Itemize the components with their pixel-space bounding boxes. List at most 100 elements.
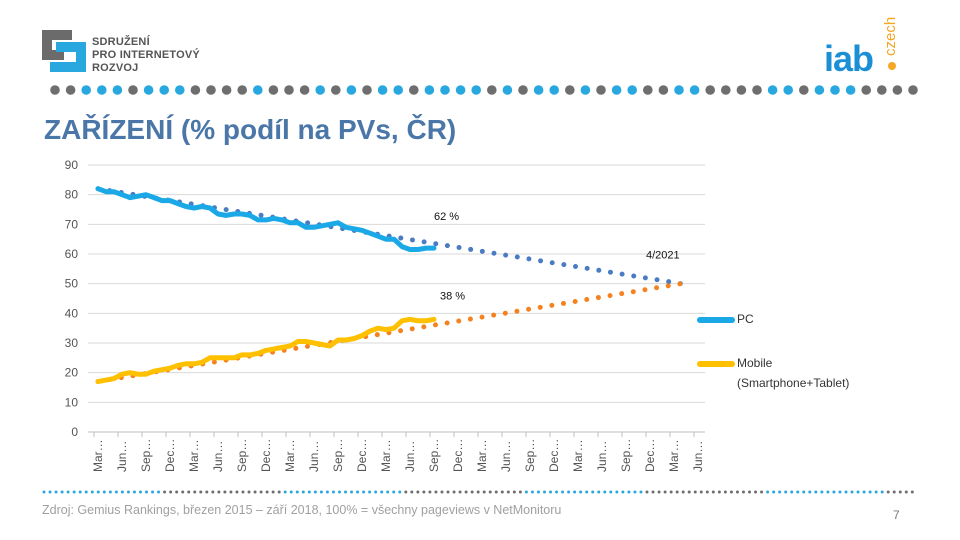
separator-dot [50,85,60,95]
x-tick-label: Sep… [235,439,249,472]
separator-dot [299,85,310,95]
separator-dot [699,490,703,494]
separator-dot [223,490,227,494]
y-tick-label: 50 [65,277,79,291]
separator-dot [393,85,404,95]
separator-dot [362,85,372,95]
separator-dot [681,490,685,494]
separator-dot [362,490,366,494]
separator-dot [555,490,559,494]
separator-dot [398,490,402,494]
separator-dot [814,85,825,95]
chart: 0 10 20 30 40 50 60 70 80 90 Mar… Jun… Sep… Dec… Mar… J… [65,158,705,472]
separator-dot [585,490,589,494]
top-dotted-separator [50,85,918,95]
x-tick-label: Jun… [115,441,129,472]
x-tick-label: Dec… [451,439,465,472]
separator-dot [206,85,216,95]
separator-dot [66,490,70,494]
separator-dot [235,490,239,494]
separator-dot [81,85,91,95]
org-logo-text: SDRUŽENÍ PRO INTERNETOVÝ ROZVOJ [92,36,200,75]
separator-dot [409,85,419,95]
legend-swatch-pc [697,317,735,323]
iab-logo-main: iab [824,38,874,79]
separator-dot [283,490,287,494]
separator-dot [464,490,468,494]
separator-dot [687,490,691,494]
separator-dot [868,490,872,494]
x-tick-label: Jun… [403,441,417,472]
x-tick-label: Dec… [163,439,177,472]
separator-dot [247,490,251,494]
y-tick-label: 90 [65,158,79,172]
separator-dot [908,85,918,95]
separator-dot [96,490,100,494]
separator-dot [621,490,625,494]
separator-dot [674,85,684,95]
separator-dot [190,85,201,95]
iab-logo: iab czech [824,16,904,79]
separator-dot [470,490,474,494]
separator-dot [237,85,247,95]
separator-dot [518,85,528,95]
separator-dot [440,490,444,494]
separator-dot [169,490,173,494]
x-tick-label: Mar… [379,439,393,472]
y-tick-label: 70 [65,217,79,231]
separator-dot [741,490,745,494]
separator-dot [487,85,497,95]
x-tick-label: Sep… [139,439,153,472]
x-tick-label: Dec… [547,439,561,472]
separator-dot [886,490,890,494]
separator-dot [643,85,653,95]
x-tick-label: Mar… [187,439,201,472]
legend-swatch-mobile [697,361,735,367]
separator-dot [778,490,782,494]
separator-dot [424,85,435,95]
pc-series-line [95,186,437,252]
page-number: 7 [893,508,900,522]
separator-dot [476,490,480,494]
y-tick-label: 20 [65,366,79,380]
separator-dot [60,490,64,494]
separator-dot [78,490,82,494]
x-tick-label: Jun… [499,441,513,472]
separator-dot [108,490,112,494]
separator-dot [392,490,396,494]
separator-dot [609,490,613,494]
separator-dot [90,490,94,494]
separator-dot [289,490,293,494]
separator-dot [767,85,778,95]
separator-dot [65,85,76,95]
separator-dot [175,490,179,494]
x-tick-label: Jun… [595,441,609,472]
separator-dot [132,490,136,494]
separator-dot [157,490,161,494]
separator-dot [138,490,142,494]
separator-dot [471,85,482,95]
mobile-series-line [95,316,437,385]
separator-dot [380,490,384,494]
separator-dot [120,490,124,494]
separator-dot [717,490,721,494]
separator-dot [530,490,534,494]
separator-dot [735,490,739,494]
separator-dot [518,490,522,494]
separator-dot [591,490,595,494]
separator-dot [721,85,731,95]
separator-dot [199,490,203,494]
separator-dot [877,85,887,95]
org-logo-mark [42,30,86,72]
separator-dot [832,490,836,494]
x-tick-label: Mar… [571,439,585,472]
separator-dot [790,490,794,494]
separator-dot [217,490,221,494]
separator-dot [603,490,607,494]
y-tick-label: 30 [65,336,79,350]
separator-dot [549,490,553,494]
separator-dot [500,490,504,494]
separator-dot [754,490,758,494]
separator-dot [458,490,462,494]
y-tick-label: 10 [65,395,79,409]
